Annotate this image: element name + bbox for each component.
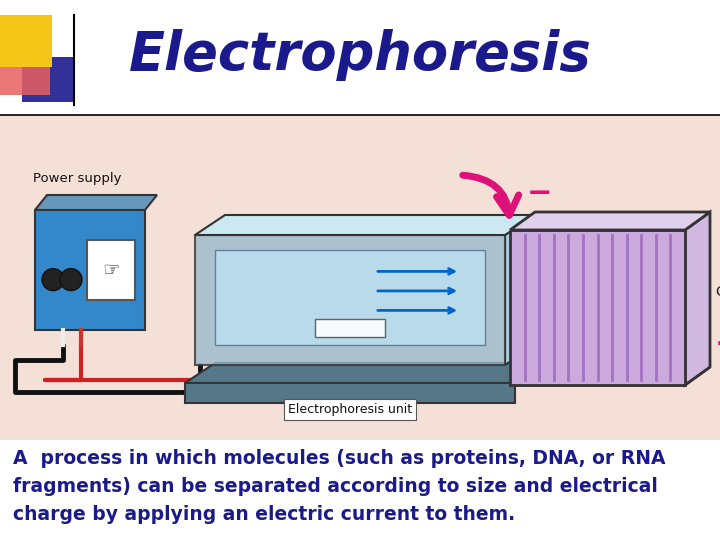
Circle shape [60, 268, 82, 291]
Bar [0, 15, 52, 67]
Text: −: − [527, 179, 553, 208]
Bar [22, 57, 74, 102]
Bar [195, 235, 505, 365]
Polygon shape [510, 212, 710, 230]
Bar [35, 210, 145, 330]
FancyArrowPatch shape [463, 175, 518, 215]
Polygon shape [510, 367, 710, 385]
Bar [0, 115, 720, 440]
Polygon shape [505, 215, 535, 365]
Bar [185, 383, 515, 403]
Bar [0, 55, 50, 95]
Bar [215, 250, 485, 345]
Bar [0, 440, 720, 540]
Text: Gel: Gel [715, 285, 720, 299]
Bar [0, 0, 720, 115]
Bar [315, 319, 385, 337]
Bar [510, 230, 685, 385]
Bar [87, 240, 135, 300]
Text: ☞: ☞ [102, 260, 120, 280]
Text: Power supply: Power supply [33, 172, 122, 185]
Text: +: + [715, 330, 720, 359]
Polygon shape [35, 195, 157, 210]
Circle shape [42, 268, 64, 291]
Polygon shape [195, 215, 535, 235]
Polygon shape [185, 363, 545, 383]
Text: A  process in which molecules (such as proteins, DNA, or RNA
fragments) can be s: A process in which molecules (such as pr… [13, 449, 665, 523]
Text: Electrophoresis unit: Electrophoresis unit [288, 403, 412, 416]
Polygon shape [685, 212, 710, 385]
Text: Electrophoresis: Electrophoresis [129, 29, 591, 81]
